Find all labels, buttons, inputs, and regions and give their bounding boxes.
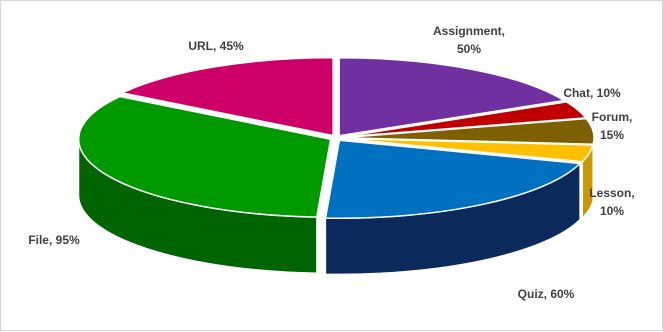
- slice-url: [121, 56, 334, 137]
- slice-forum: [341, 117, 595, 145]
- data-label-chat: Chat, 10%: [563, 86, 621, 100]
- data-label-forum: Forum, 15%: [592, 110, 633, 142]
- slice-file: [77, 95, 332, 218]
- pie-tops: [77, 56, 595, 219]
- data-label-url: URL, 45%: [188, 39, 244, 53]
- slice-quiz: [324, 139, 581, 219]
- slice-chat: [340, 101, 587, 138]
- data-label-quiz: Quiz, 60%: [518, 287, 575, 301]
- data-label-file: File, 95%: [28, 233, 80, 247]
- data-label-lesson: Lesson, 10%: [589, 186, 634, 218]
- pie-labels: Assignment, 50% Chat, 10% Forum, 15% Lesson, 1…: [28, 24, 634, 301]
- slice-assignment: [338, 56, 565, 137]
- slice-lesson: [341, 137, 594, 163]
- data-label-assignment: Assignment, 50%: [433, 24, 505, 56]
